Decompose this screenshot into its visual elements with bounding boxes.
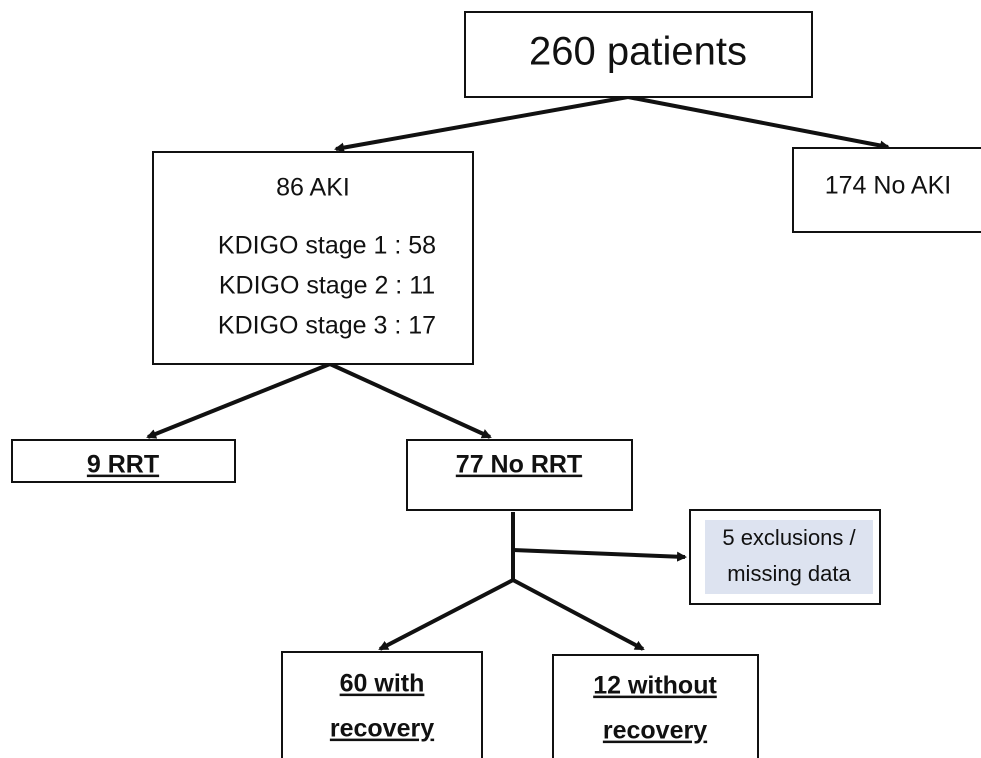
node-text: recovery — [330, 715, 434, 743]
arrow — [627, 95, 890, 151]
highlight — [705, 520, 873, 594]
box-no-aki — [792, 147, 981, 233]
node-text: 9 RRT — [87, 451, 159, 479]
arrow — [378, 578, 514, 651]
node-text: 174 No AKI — [825, 172, 951, 200]
arrow — [512, 548, 687, 562]
node-text: 60 with — [340, 670, 425, 698]
node-text: KDIGO stage 3 : 17 — [218, 312, 436, 340]
box-no-rrt — [406, 439, 633, 511]
box-recovery — [281, 651, 483, 758]
node-text: 260 patients — [529, 30, 747, 74]
arrow — [334, 95, 629, 153]
node-text: KDIGO stage 2 : 11 — [219, 272, 435, 300]
box-aki — [152, 151, 474, 365]
arrow — [512, 578, 645, 651]
box-no-recovery — [552, 654, 759, 758]
node-text: 12 without — [593, 672, 717, 700]
node-text: KDIGO stage 1 : 58 — [218, 232, 436, 260]
box-total — [464, 11, 813, 98]
node-text: 5 exclusions / — [722, 525, 856, 550]
node-text: 86 AKI — [276, 174, 350, 202]
arrow — [146, 362, 331, 439]
node-text: missing data — [727, 561, 851, 586]
arrow — [329, 362, 492, 439]
node-text: recovery — [603, 717, 707, 745]
box-rrt — [11, 439, 236, 483]
node-text: 77 No RRT — [456, 451, 582, 479]
